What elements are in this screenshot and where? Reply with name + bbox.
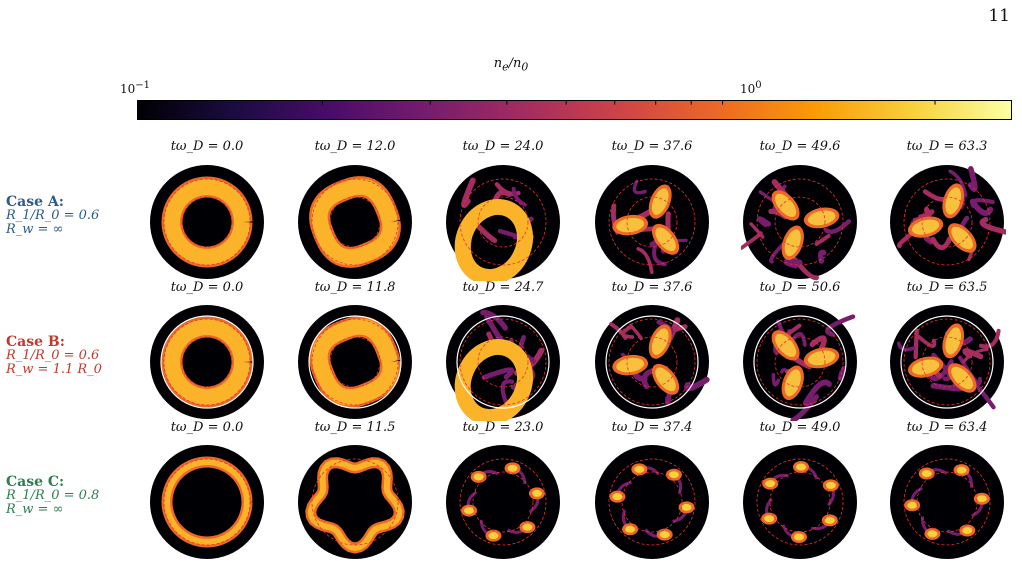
density-panel	[298, 165, 412, 279]
time-label: tω_D = 0.0	[170, 280, 244, 295]
case-label: Case A: R_1/R_0 = 0.6 R_w = ∞	[6, 195, 99, 237]
density-panel	[890, 305, 1004, 419]
time-label: tω_D = 0.0	[170, 420, 244, 435]
time-label: tω_D = 24.7	[462, 280, 544, 295]
density-panel	[446, 445, 560, 559]
colorbar-minor-ticks	[321, 101, 936, 105]
density-panel	[743, 445, 857, 559]
time-label: tω_D = 37.4	[611, 420, 693, 435]
density-panel	[298, 445, 412, 559]
case-label: Case C: R_1/R_0 = 0.8 R_w = ∞	[6, 475, 99, 517]
colorbar	[137, 100, 1012, 120]
case-radius-ratio: R_1/R_0 = 0.6	[6, 348, 100, 363]
colorbar-label: ne/n0	[493, 56, 529, 74]
density-panel	[446, 305, 560, 421]
density-panel	[595, 305, 710, 419]
case-label: Case B: R_1/R_0 = 0.6 R_w = 1.1 R_0	[6, 335, 102, 377]
colorbar-tick-min: 10−1	[120, 80, 151, 96]
colorbar-tick-mid: 100	[740, 80, 762, 96]
time-label: tω_D = 0.0	[170, 139, 244, 154]
case-title: Case A:	[6, 194, 64, 210]
page-number: 11	[988, 6, 1010, 26]
time-label: tω_D = 24.0	[462, 139, 544, 154]
density-panel	[595, 445, 709, 559]
density-panel	[298, 305, 412, 419]
time-label: tω_D = 63.3	[906, 139, 988, 154]
time-label: tω_D = 49.6	[759, 139, 841, 154]
time-label: tω_D = 37.6	[611, 280, 693, 295]
time-label: tω_D = 37.6	[611, 139, 693, 154]
density-panel	[741, 165, 857, 281]
density-panel	[595, 165, 709, 279]
density-panel	[743, 305, 857, 421]
time-label: tω_D = 63.5	[906, 280, 988, 295]
density-panel	[150, 305, 264, 419]
time-label: tω_D = 50.6	[759, 280, 841, 295]
density-panel	[446, 165, 560, 281]
time-label: tω_D = 12.0	[314, 139, 396, 154]
case-wall-radius: R_w = 1.1 R_0	[6, 362, 102, 377]
time-label: tω_D = 49.0	[759, 420, 841, 435]
time-label: tω_D = 23.0	[462, 420, 544, 435]
density-panel	[890, 165, 1006, 279]
case-radius-ratio: R_1/R_0 = 0.8	[6, 488, 100, 503]
time-label: tω_D = 11.5	[314, 420, 396, 435]
density-panel	[150, 165, 264, 279]
density-panel	[890, 445, 1004, 559]
case-radius-ratio: R_1/R_0 = 0.6	[6, 208, 100, 223]
density-panel	[150, 445, 264, 559]
case-wall-radius: R_w = ∞	[6, 502, 64, 517]
case-title: Case C:	[6, 474, 65, 490]
time-label: tω_D = 11.8	[314, 280, 396, 295]
case-wall-radius: R_w = ∞	[6, 222, 64, 237]
time-label: tω_D = 63.4	[906, 420, 988, 435]
case-title: Case B:	[6, 334, 65, 350]
